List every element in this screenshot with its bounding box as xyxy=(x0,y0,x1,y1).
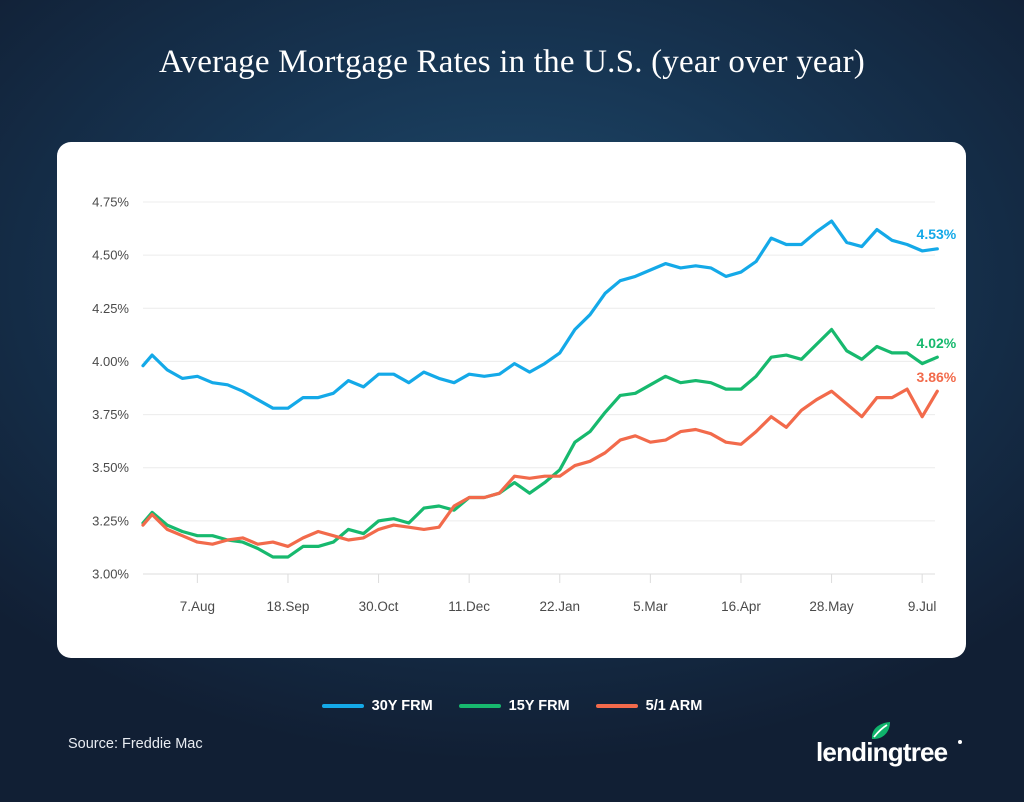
legend-label: 15Y FRM xyxy=(508,698,570,714)
x-tick-label: 11.Dec xyxy=(448,599,490,614)
x-tick-label: 16.Apr xyxy=(721,599,761,614)
registered-mark xyxy=(958,740,962,744)
y-tick-label: 3.75% xyxy=(92,407,129,422)
y-tick-label: 4.50% xyxy=(92,248,129,263)
x-tick-label: 5.Mar xyxy=(633,599,668,614)
lendingtree-logo: lendingtree xyxy=(816,722,966,769)
y-tick-label: 4.25% xyxy=(92,301,129,316)
legend-label: 5/1 ARM xyxy=(645,698,703,714)
leaf-icon xyxy=(871,722,890,739)
chart-title: Average Mortgage Rates in the U.S. (year… xyxy=(159,44,865,80)
series-line-15y-frm xyxy=(141,327,939,559)
legend-swatch xyxy=(595,704,638,708)
x-tick-label: 30.Oct xyxy=(359,599,399,614)
x-tick-label: 9.Jul xyxy=(908,599,937,614)
x-tick-label: 28.May xyxy=(809,599,854,614)
source-note: Source: Freddie Mac xyxy=(68,736,203,752)
chart-legend: 30Y FRM 15Y FRM 5/1 ARM xyxy=(0,698,1024,714)
y-tick-label: 4.00% xyxy=(92,354,129,369)
y-tick-label: 3.25% xyxy=(92,513,129,528)
chart-card: 4.75% 4.50% 4.25% 4.00% 3.75% 3.50% 3.25% 3.00%… xyxy=(57,142,966,658)
x-tick-label: 18.Sep xyxy=(267,599,310,614)
x-tick-label: 7.Aug xyxy=(180,599,215,614)
legend-item: 30Y FRM xyxy=(321,698,433,714)
end-value-label: 3.86% xyxy=(917,369,957,385)
legend-label: 30Y FRM xyxy=(371,698,433,714)
legend-item: 15Y FRM xyxy=(458,698,570,714)
line-chart: 4.75% 4.50% 4.25% 4.00% 3.75% 3.50% 3.25% 3.00%… xyxy=(92,195,957,615)
y-tick-label: 3.50% xyxy=(92,460,129,475)
legend-swatch xyxy=(321,704,364,708)
logo-wordmark: lendingtree xyxy=(816,737,948,767)
legend-swatch xyxy=(458,704,501,708)
y-tick-label: 3.00% xyxy=(92,567,129,582)
series-line-30y-frm xyxy=(141,219,939,410)
legend-item: 5/1 ARM xyxy=(595,698,703,714)
x-tick-label: 22.Jan xyxy=(539,599,580,614)
y-tick-label: 4.75% xyxy=(92,195,129,210)
series-line-5-1-arm xyxy=(141,387,939,548)
end-value-label: 4.02% xyxy=(917,335,957,351)
end-value-label: 4.53% xyxy=(917,226,957,242)
